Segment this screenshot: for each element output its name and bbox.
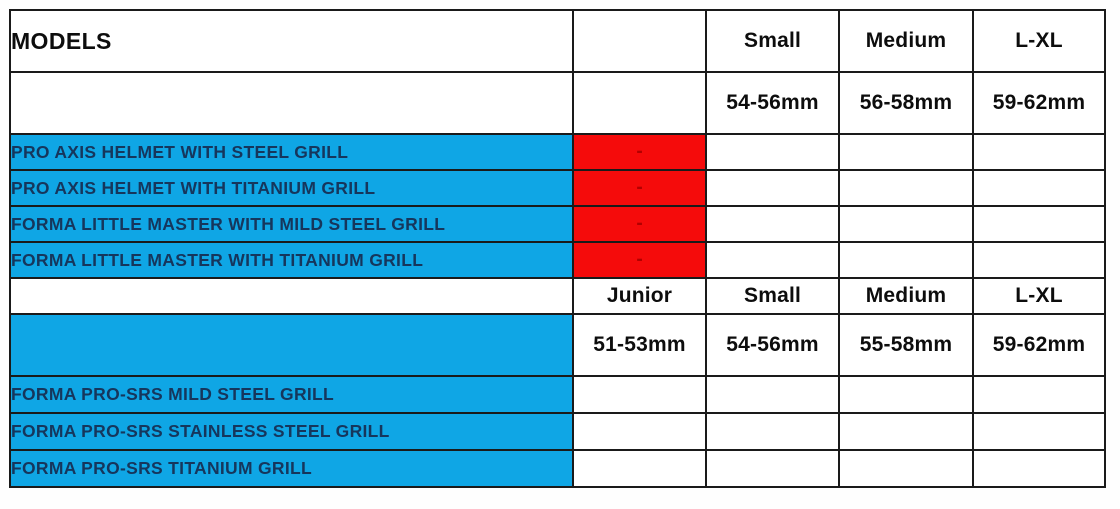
- availability-cell-junior: [572, 375, 707, 414]
- availability-cell-small: [705, 375, 840, 414]
- table-row: FORMA PRO-SRS MILD STEEL GRILL: [9, 375, 1106, 414]
- header-cell-lxl-s1: L-XL: [972, 9, 1106, 73]
- product-name-cell: FORMA LITTLE MASTER WITH TITANIUM GRILL: [9, 241, 574, 279]
- availability-cell-lxl: [972, 375, 1106, 414]
- availability-cell-medium: [838, 241, 974, 279]
- availability-cell-junior: [572, 449, 707, 488]
- availability-cell-lxl: [972, 205, 1106, 243]
- table-row: FORMA PRO-SRS TITANIUM GRILL: [9, 449, 1106, 488]
- availability-cell-small: [705, 449, 840, 488]
- table-row: FORMA PRO-SRS STAINLESS STEEL GRILL: [9, 412, 1106, 451]
- header-cell-small-s2: Small: [705, 277, 840, 315]
- availability-cell-medium: [838, 205, 974, 243]
- measure-cell-small-s1: 54-56mm: [705, 71, 840, 135]
- availability-cell-lxl: [972, 241, 1106, 279]
- header-cell-medium-s1: Medium: [838, 9, 974, 73]
- measure-cell-lxl-s1: 59-62mm: [972, 71, 1106, 135]
- availability-cell-small: [705, 412, 840, 451]
- table-row: FORMA LITTLE MASTER WITH MILD STEEL GRIL…: [9, 205, 1106, 243]
- product-name-cell: FORMA PRO-SRS TITANIUM GRILL: [9, 449, 574, 488]
- measure-cell-medium-s2: 55-58mm: [838, 313, 974, 377]
- product-name-cell: PRO AXIS HELMET WITH TITANIUM GRILL: [9, 169, 574, 207]
- availability-cell-junior: -: [572, 133, 707, 171]
- availability-cell-medium: [838, 375, 974, 414]
- measure-cell-models-s1: [9, 71, 574, 135]
- table-header-row-1: MODELS Small Medium L-XL: [9, 9, 1106, 73]
- availability-cell-junior: -: [572, 205, 707, 243]
- availability-cell-medium: [838, 169, 974, 207]
- table-row: FORMA LITTLE MASTER WITH TITANIUM GRILL …: [9, 241, 1106, 279]
- availability-cell-lxl: [972, 449, 1106, 488]
- product-name-cell: FORMA PRO-SRS STAINLESS STEEL GRILL: [9, 412, 574, 451]
- availability-cell-small: [705, 241, 840, 279]
- header-cell-lxl-s2: L-XL: [972, 277, 1106, 315]
- availability-cell-small: [705, 133, 840, 171]
- availability-cell-lxl: [972, 133, 1106, 171]
- measure-cell-medium-s1: 56-58mm: [838, 71, 974, 135]
- table-row: PRO AXIS HELMET WITH STEEL GRILL -: [9, 133, 1106, 171]
- measure-cell-junior-s1: [572, 71, 707, 135]
- product-name-cell: FORMA PRO-SRS MILD STEEL GRILL: [9, 375, 574, 414]
- availability-cell-lxl: [972, 412, 1106, 451]
- availability-cell-junior: -: [572, 169, 707, 207]
- availability-cell-small: [705, 169, 840, 207]
- measure-cell-junior-s2: 51-53mm: [572, 313, 707, 377]
- availability-cell-medium: [838, 412, 974, 451]
- availability-cell-medium: [838, 133, 974, 171]
- helmet-size-chart-table: MODELS Small Medium L-XL 54-56mm 56-58mm…: [9, 9, 1106, 488]
- header-cell-models: MODELS: [9, 9, 574, 73]
- product-name-cell: PRO AXIS HELMET WITH STEEL GRILL: [9, 133, 574, 171]
- table-header-row-2: Junior Small Medium L-XL: [9, 277, 1106, 315]
- availability-cell-medium: [838, 449, 974, 488]
- header-cell-small-s1: Small: [705, 9, 840, 73]
- availability-cell-junior: -: [572, 241, 707, 279]
- availability-cell-junior: [572, 412, 707, 451]
- measure-cell-models-s2: [9, 313, 574, 377]
- table-measure-row-2: 51-53mm 54-56mm 55-58mm 59-62mm: [9, 313, 1106, 377]
- measure-cell-lxl-s2: 59-62mm: [972, 313, 1106, 377]
- availability-cell-lxl: [972, 169, 1106, 207]
- product-name-cell: FORMA LITTLE MASTER WITH MILD STEEL GRIL…: [9, 205, 574, 243]
- header-cell-models-s2: [9, 277, 574, 315]
- table-measure-row-1: 54-56mm 56-58mm 59-62mm: [9, 71, 1106, 135]
- header-cell-junior-s1: [572, 9, 707, 73]
- header-cell-junior-s2: Junior: [572, 277, 707, 315]
- table-row: PRO AXIS HELMET WITH TITANIUM GRILL -: [9, 169, 1106, 207]
- availability-cell-small: [705, 205, 840, 243]
- measure-cell-small-s2: 54-56mm: [705, 313, 840, 377]
- header-cell-medium-s2: Medium: [838, 277, 974, 315]
